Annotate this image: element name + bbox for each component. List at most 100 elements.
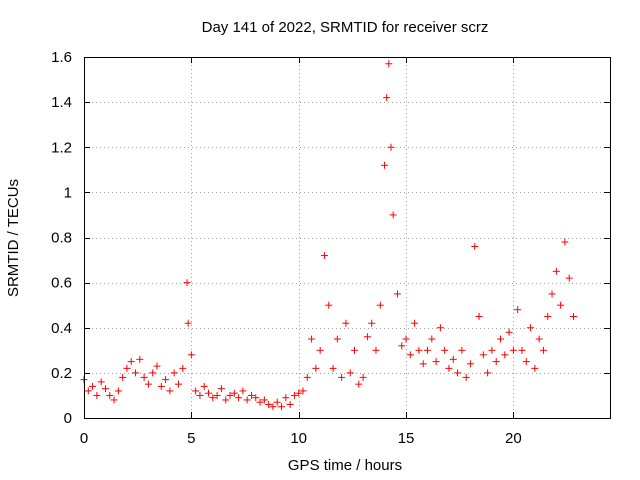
data-point xyxy=(381,161,389,169)
y-tick-label: 1.2 xyxy=(51,139,72,156)
data-point xyxy=(247,391,255,399)
data-point xyxy=(200,382,208,390)
y-tick-label: 1 xyxy=(64,184,72,201)
y-tick-label: 1.6 xyxy=(51,49,72,66)
data-point xyxy=(398,342,406,350)
data-point xyxy=(153,362,161,370)
data-point xyxy=(329,364,337,372)
data-point xyxy=(106,391,114,399)
y-tick-label: 0.2 xyxy=(51,365,72,382)
x-tick-label: 15 xyxy=(398,430,415,447)
data-point xyxy=(449,355,457,363)
data-point xyxy=(127,358,135,366)
data-point xyxy=(93,391,101,399)
data-point xyxy=(295,389,303,397)
data-point xyxy=(514,306,522,314)
data-point xyxy=(342,319,350,327)
data-point xyxy=(239,387,247,395)
data-point xyxy=(428,335,436,343)
grid-layer xyxy=(84,57,610,418)
data-point xyxy=(136,355,144,363)
data-point xyxy=(273,398,281,406)
data-point xyxy=(466,360,474,368)
data-point xyxy=(209,394,217,402)
data-point xyxy=(325,301,333,309)
data-point xyxy=(462,373,470,381)
x-tick-label: 20 xyxy=(505,430,522,447)
data-point xyxy=(570,312,578,320)
tick-layer xyxy=(84,57,610,419)
data-point xyxy=(475,312,483,320)
data-point xyxy=(561,238,569,246)
data-point xyxy=(312,364,320,372)
data-point xyxy=(557,301,565,309)
x-tick-label: 5 xyxy=(187,430,195,447)
data-point xyxy=(488,346,496,354)
y-tick-label: 1.4 xyxy=(51,94,72,111)
data-point xyxy=(518,346,526,354)
data-point xyxy=(522,358,530,366)
y-tick-label: 0.4 xyxy=(51,320,72,337)
data-point xyxy=(393,290,401,298)
data-point xyxy=(385,60,393,68)
data-point xyxy=(230,389,238,397)
x-axis-title: GPS time / hours xyxy=(288,457,402,474)
data-point xyxy=(535,335,543,343)
data-point xyxy=(509,346,517,354)
data-point xyxy=(359,373,367,381)
data-point xyxy=(89,382,97,390)
data-point xyxy=(222,396,230,404)
data-point xyxy=(184,319,192,327)
y-axis-title: SRMTID / TECUs xyxy=(5,179,22,297)
data-point xyxy=(132,369,140,377)
data-point xyxy=(415,346,423,354)
data-point xyxy=(243,396,251,404)
data-point xyxy=(265,400,273,408)
data-point xyxy=(114,387,122,395)
data-point xyxy=(320,252,328,260)
x-tick-label: 0 xyxy=(80,430,88,447)
data-point xyxy=(527,324,535,332)
data-point xyxy=(97,378,105,386)
data-point xyxy=(531,364,539,372)
data-point xyxy=(183,279,191,287)
data-point xyxy=(196,391,204,399)
y-tick-label: 0.6 xyxy=(51,275,72,292)
data-point xyxy=(406,351,414,359)
data-point xyxy=(235,394,243,402)
data-point xyxy=(411,319,419,327)
data-point xyxy=(226,391,234,399)
plot-frame xyxy=(84,57,611,419)
data-point xyxy=(338,373,346,381)
data-point xyxy=(372,346,380,354)
data-point xyxy=(119,373,127,381)
chart-title: Day 141 of 2022, SRMTID for receiver scr… xyxy=(202,19,489,36)
data-point xyxy=(479,351,487,359)
data-point xyxy=(445,364,453,372)
data-point xyxy=(458,346,466,354)
data-point xyxy=(179,364,187,372)
data-point xyxy=(170,369,178,377)
data-point xyxy=(497,335,505,343)
data-point xyxy=(278,403,286,411)
data-point xyxy=(383,94,391,102)
data-point xyxy=(424,346,432,354)
data-point xyxy=(389,211,397,219)
data-point xyxy=(346,369,354,377)
data-point xyxy=(303,373,311,381)
data-point xyxy=(110,396,118,404)
data-point xyxy=(419,360,427,368)
data-point xyxy=(484,369,492,377)
data-point xyxy=(123,364,131,372)
data-point xyxy=(256,398,264,406)
data-point xyxy=(565,274,573,282)
data-point xyxy=(174,380,182,388)
tick-labels: 0 5 10 15 20 0 0.2 0.4 0.6 0.8 1 1.2 1.4 1.6 xyxy=(51,49,522,447)
data-point xyxy=(387,143,395,151)
data-point xyxy=(454,369,462,377)
data-point xyxy=(402,335,410,343)
data-point xyxy=(140,373,148,381)
y-tick-label: 0 xyxy=(64,410,72,427)
data-point xyxy=(539,346,547,354)
